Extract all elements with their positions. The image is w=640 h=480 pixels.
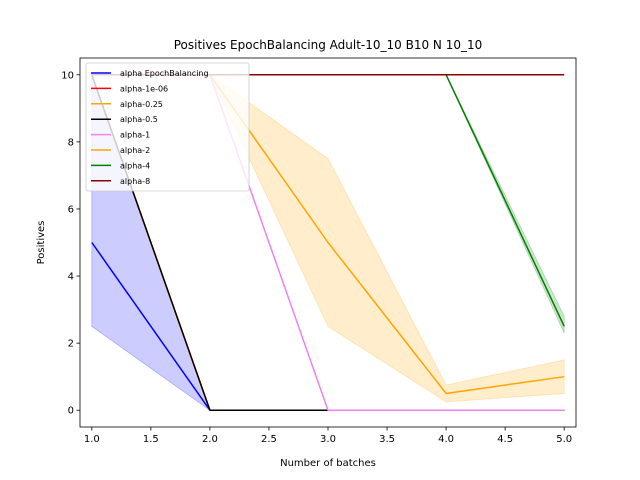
x-tick-label: 4.0: [438, 434, 454, 445]
x-tick-label: 2.5: [261, 434, 277, 445]
x-tick-label: 3.5: [379, 434, 395, 445]
legend-label: alpha-0.25: [120, 100, 163, 109]
x-tick-label: 5.0: [556, 434, 572, 445]
x-tick-label: 2.0: [202, 434, 218, 445]
legend-label: alpha EpochBalancing: [120, 69, 209, 78]
legend-label: alpha-2: [120, 146, 150, 155]
legend-box: [85, 62, 250, 192]
legend-label: alpha-8: [120, 177, 150, 186]
x-tick-label: 1.0: [84, 434, 100, 445]
y-tick-label: 2: [68, 339, 74, 350]
x-tick-label: 3.0: [320, 434, 336, 445]
axis-ticks: 1.0 1.5 2.0 2.5 3.0 3.5 4.0 4.5 5.0 0 2 4 6 8 10: [61, 70, 572, 445]
x-tick-label: 1.5: [143, 434, 159, 445]
legend-label: alpha-4: [120, 161, 150, 170]
legend: alpha EpochBalancing alpha-1e-06 alpha-0.2…: [85, 62, 250, 192]
x-axis-label: Number of batches: [280, 458, 376, 469]
legend-label: alpha-0.5: [120, 115, 158, 124]
y-tick-label: 10: [61, 70, 74, 81]
y-tick-label: 4: [68, 272, 74, 283]
legend-label: alpha-1: [120, 131, 150, 140]
plot-frame: [79, 57, 577, 428]
y-axis-label: Positives: [36, 221, 47, 265]
x-tick-label: 4.5: [497, 434, 513, 445]
y-tick-label: 0: [68, 406, 74, 417]
legend-label: alpha-1e-06: [120, 84, 168, 93]
chart-title: Positives EpochBalancing Adult-10_10 B10…: [174, 38, 483, 52]
y-tick-label: 6: [68, 204, 74, 215]
y-tick-label: 8: [68, 137, 74, 148]
